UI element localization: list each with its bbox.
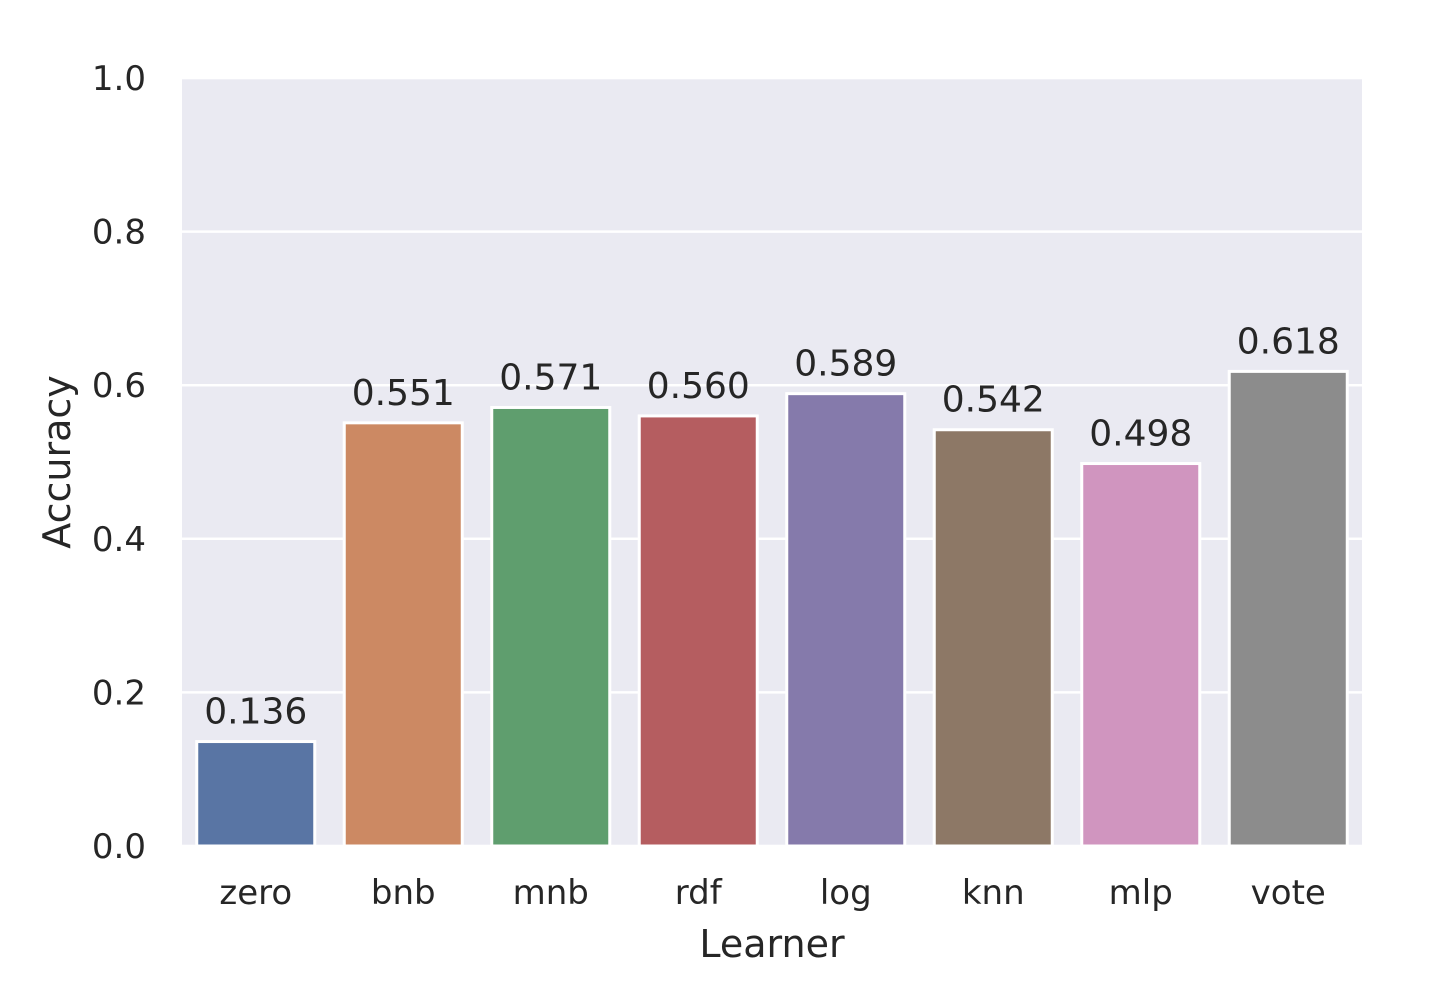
- data-label-knn: 0.542: [942, 380, 1045, 421]
- x-tick-label-log: log: [820, 873, 872, 913]
- bar-mnb: [490, 405, 612, 848]
- y-tick-label: 0.4: [92, 520, 146, 560]
- x-tick-label-bnb: bnb: [371, 873, 436, 913]
- x-tick-label-knn: knn: [962, 873, 1025, 913]
- data-label-mlp: 0.498: [1089, 414, 1192, 455]
- bars: [195, 369, 1349, 848]
- x-tick-label-zero: zero: [219, 873, 292, 913]
- y-tick-label: 0.8: [92, 213, 146, 253]
- bar-bnb: [342, 421, 464, 848]
- data-label-zero: 0.136: [204, 692, 307, 733]
- x-tick-label-vote: vote: [1251, 873, 1326, 913]
- bar-rdf: [637, 414, 759, 848]
- bar-log: [785, 392, 907, 848]
- x-tick-label-mlp: mlp: [1109, 873, 1173, 913]
- bar-knn: [932, 428, 1054, 848]
- y-axis-ticks: 0.0 0.2 0.4 0.6 0.8 1.0: [92, 59, 146, 867]
- y-tick-label: 1.0: [92, 59, 146, 99]
- data-label-rdf: 0.560: [647, 366, 750, 407]
- data-label-log: 0.589: [794, 344, 897, 385]
- x-tick-label-mnb: mnb: [513, 873, 589, 913]
- data-labels: 0.136 0.551 0.571 0.560 0.589 0.542 0.498 0.618: [204, 321, 1340, 732]
- data-label-vote: 0.618: [1237, 321, 1340, 362]
- bar-vote: [1227, 369, 1349, 848]
- bar-zero: [195, 740, 317, 848]
- y-tick-label: 0.6: [92, 366, 146, 406]
- data-label-bnb: 0.551: [352, 373, 455, 414]
- bar-mlp: [1080, 462, 1202, 848]
- y-tick-label: 0.0: [92, 827, 146, 867]
- x-axis-ticks: zero bnb mnb rdf log knn mlp vote: [219, 873, 1325, 913]
- x-tick-label-rdf: rdf: [675, 873, 723, 913]
- data-label-mnb: 0.571: [499, 357, 602, 398]
- x-axis-title: Learner: [699, 922, 845, 966]
- y-tick-label: 0.2: [92, 673, 146, 713]
- y-axis-title: Accuracy: [35, 375, 79, 549]
